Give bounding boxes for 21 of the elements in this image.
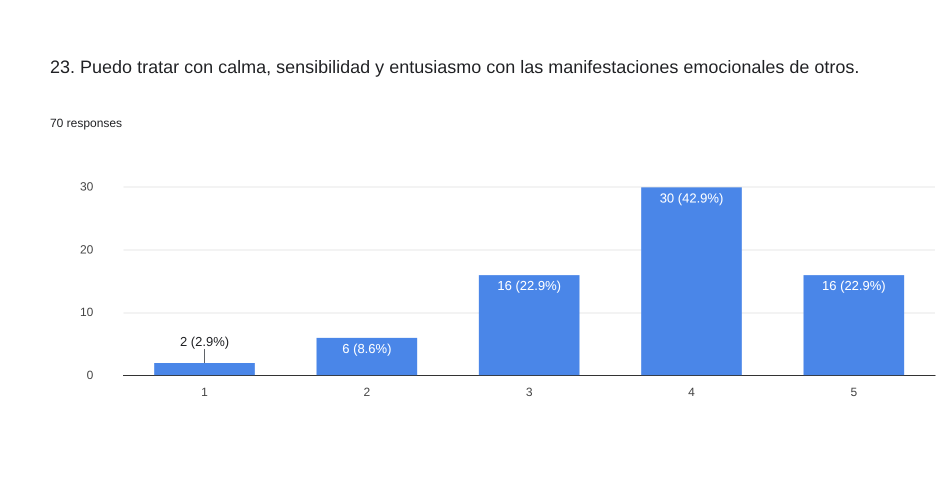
x-tick-label: 1: [201, 385, 208, 400]
y-tick-label: 20: [80, 242, 94, 256]
y-tick-label: 0: [86, 368, 94, 382]
y-tick-label: 10: [80, 305, 94, 320]
chart-subtitle: 70 responses: [50, 116, 122, 130]
data-label: 30 (42.9%): [660, 190, 724, 206]
x-tick-label: 2: [364, 385, 370, 400]
bar: [154, 363, 255, 376]
data-label: 2 (2.9%): [180, 334, 230, 350]
x-tick-label: 5: [850, 385, 858, 400]
x-tick-label: 3: [526, 385, 533, 400]
bar: [641, 187, 742, 376]
data-label: 6 (8.6%): [342, 341, 392, 356]
bar: [478, 275, 580, 376]
bar: [804, 275, 904, 376]
y-tick-label: 30: [80, 180, 94, 194]
chart-title: 23. Puedo tratar con calma, sensibilidad y entusiasmo con las manifestaciones emocionales de otros.: [50, 56, 860, 79]
data-label: 16 (22.9%): [497, 278, 561, 294]
bar: [316, 338, 418, 376]
x-tick-label: 4: [688, 385, 696, 400]
data-label: 16 (22.9%): [822, 278, 886, 294]
